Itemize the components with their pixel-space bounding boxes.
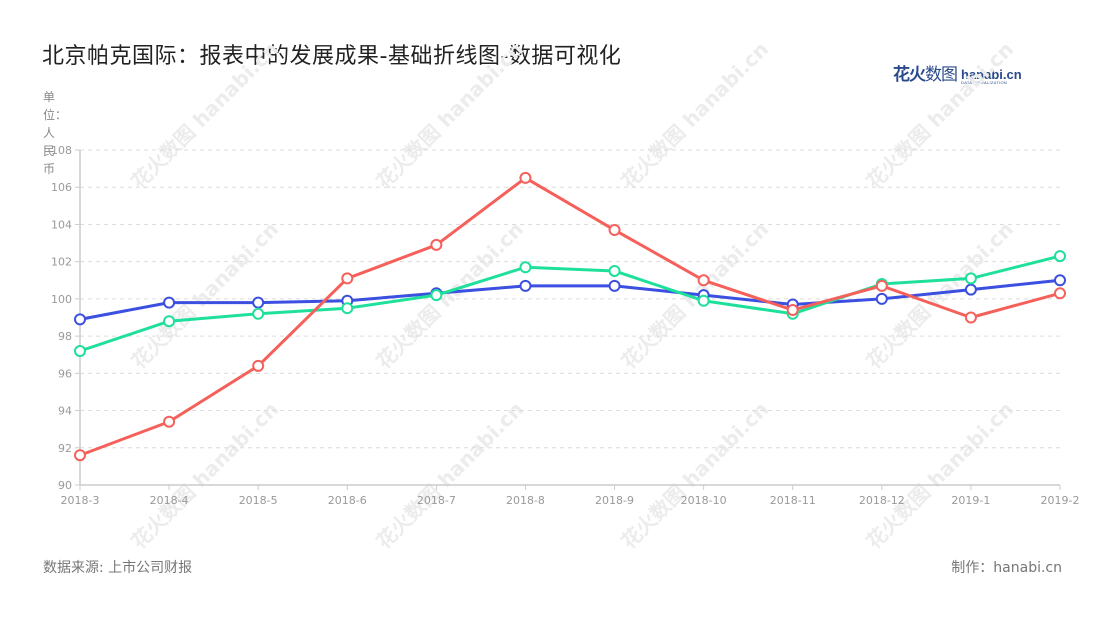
logo-en-text: hanabi.cn DATA VISUALIZATION <box>961 67 1022 85</box>
data-point-marker[interactable] <box>697 294 710 307</box>
data-point-marker[interactable] <box>341 302 354 315</box>
data-point-marker[interactable] <box>163 415 176 428</box>
data-point-marker[interactable] <box>252 359 265 372</box>
watermark-text: 花火数图 hanabi.cn <box>372 37 528 193</box>
logo-cn-text: 花火数图 <box>893 65 958 85</box>
x-tick-label: 2019-2 <box>1041 494 1080 507</box>
watermark-text: 花火数图 hanabi.cn <box>862 397 1018 553</box>
watermark-text: 花火数图 hanabi.cn <box>617 37 773 193</box>
watermark-text: 花火数图 hanabi.cn <box>127 217 283 373</box>
data-point-marker[interactable] <box>519 279 532 292</box>
x-tick-label: 2018-8 <box>506 494 545 507</box>
data-point-marker[interactable] <box>430 289 443 302</box>
y-tick-label: 92 <box>58 442 72 455</box>
y-tick-label: 98 <box>58 330 72 343</box>
x-tick-label: 2018-10 <box>681 494 727 507</box>
watermark-text: 花火数图 hanabi.cn <box>127 37 283 193</box>
data-source-note: 数据来源: 上市公司财报 <box>43 560 193 576</box>
data-point-marker[interactable] <box>608 224 621 237</box>
data-point-marker[interactable] <box>875 292 888 305</box>
x-tick-label: 2018-9 <box>595 494 634 507</box>
y-tick-label: 90 <box>58 479 72 492</box>
series-blue-line <box>74 274 1066 326</box>
y-tick-label: 106 <box>51 181 72 194</box>
data-point-marker[interactable] <box>252 296 265 309</box>
data-point-marker[interactable] <box>875 279 888 292</box>
y-axis-unit-label: 单位：人民币 <box>43 90 68 176</box>
series-red-path <box>79 176 1061 457</box>
x-tick-label: 2018-5 <box>239 494 278 507</box>
x-tick-label: 2018-3 <box>61 494 100 507</box>
data-point-marker[interactable] <box>74 449 86 462</box>
chart-title: 北京帕克国际：报表中的发展成果-基础折线图-数据可视化 <box>42 44 622 69</box>
watermark-text: 花火数图 hanabi.cn <box>617 397 773 553</box>
x-tick-label: 2018-12 <box>859 494 905 507</box>
data-point-marker[interactable] <box>430 238 443 251</box>
data-point-marker[interactable] <box>608 279 621 292</box>
x-tick-label: 2018-6 <box>328 494 367 507</box>
y-tick-label: 94 <box>58 405 72 418</box>
data-point-marker[interactable] <box>964 283 977 296</box>
watermark-text: 花火数图 hanabi.cn <box>862 37 1018 193</box>
y-tick-label: 108 <box>51 144 72 157</box>
data-point-marker[interactable] <box>519 171 532 184</box>
y-tick-label: 104 <box>51 218 72 231</box>
data-point-marker[interactable] <box>163 296 176 309</box>
data-point-marker[interactable] <box>964 311 977 324</box>
data-point-marker[interactable] <box>1054 287 1066 300</box>
data-point-marker[interactable] <box>1054 274 1066 287</box>
data-point-marker[interactable] <box>341 272 354 285</box>
x-tick-label: 2018-7 <box>417 494 456 507</box>
watermark-text: 花火数图 hanabi.cn <box>372 397 528 553</box>
data-point-marker[interactable] <box>74 313 86 326</box>
data-point-marker[interactable] <box>163 315 176 328</box>
data-point-marker[interactable] <box>608 264 621 277</box>
brand-logo: 花火数图 hanabi.cn DATA VISUALIZATION <box>893 60 1022 85</box>
y-tick-label: 96 <box>58 367 72 380</box>
data-point-marker[interactable] <box>697 274 710 287</box>
data-point-marker[interactable] <box>74 345 86 357</box>
series-blue-path <box>79 278 1061 321</box>
x-tick-label: 2018-11 <box>770 494 816 507</box>
y-tick-label: 102 <box>51 256 72 269</box>
data-point-marker[interactable] <box>519 261 532 274</box>
y-tick-label: 100 <box>51 293 72 306</box>
series-red-line <box>74 171 1066 462</box>
data-point-marker[interactable] <box>964 272 977 285</box>
watermark-text: 花火数图 hanabi.cn <box>127 397 283 553</box>
series-green-path <box>79 254 1061 353</box>
data-point-marker[interactable] <box>252 307 265 320</box>
x-tick-label: 2018-4 <box>150 494 189 507</box>
x-tick-label: 2019-1 <box>951 494 990 507</box>
credit-note: 制作：hanabi.cn <box>951 560 1062 576</box>
data-point-marker[interactable] <box>1054 250 1066 263</box>
data-point-marker[interactable] <box>786 304 799 317</box>
